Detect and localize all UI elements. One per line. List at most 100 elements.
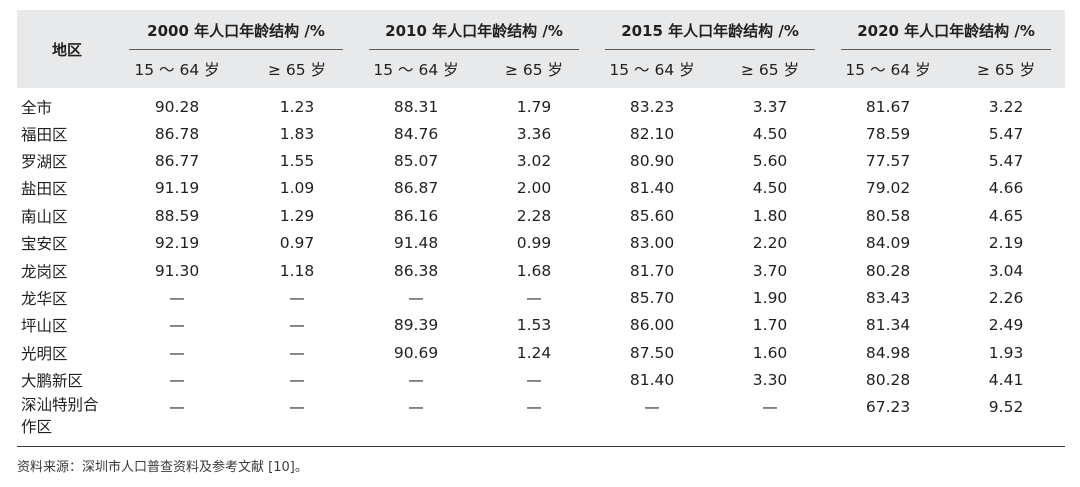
value-cell: 3.70 <box>752 261 788 280</box>
value-cell: 81.70 <box>629 261 675 280</box>
value-cell: — <box>169 289 185 308</box>
table-row: 罗湖区 86.77 1.55 85.07 3.02 80.90 5.60 77.57 5.47 <box>17 147 1065 174</box>
value-cell: 3.02 <box>516 152 552 171</box>
value-cell: 3.30 <box>752 371 788 390</box>
value-cell: — <box>169 397 185 416</box>
value-cell: — <box>169 316 185 335</box>
value-cell: 83.23 <box>629 98 675 116</box>
table-row: 大鹏新区 — — — — 81.40 3.30 80.28 4.41 <box>17 367 1065 394</box>
region-name-cell: 盐田区 <box>21 180 68 199</box>
table-header: 地区 2000 年人口年龄结构 /% 2010 年人口年龄结构 /% 2015 … <box>17 10 1066 88</box>
value-cell: 9.52 <box>988 397 1024 416</box>
value-cell: 83.00 <box>629 234 675 253</box>
value-cell: 81.40 <box>629 179 675 198</box>
value-cell: 91.48 <box>393 234 439 253</box>
region-name-cell: 龙岗区 <box>21 262 68 281</box>
value-cell: — <box>289 371 305 390</box>
region-name-cell: 南山区 <box>21 207 68 226</box>
value-cell: — <box>526 289 542 308</box>
value-cell: 1.09 <box>279 179 315 198</box>
region-column-header: 地区 <box>51 40 82 59</box>
value-cell: 85.60 <box>629 206 675 225</box>
value-cell: 1.83 <box>279 124 315 143</box>
value-cell: 84.76 <box>393 124 439 143</box>
group-label-2010: 2010 年人口年龄结构 /% <box>369 10 580 50</box>
subheader-2000-working-age: 15 ～ 64 岁 <box>134 61 220 79</box>
value-cell: 4.41 <box>988 371 1024 390</box>
group-header-2015: 2015 年人口年龄结构 /% <box>593 10 829 50</box>
subheader-2020-working-age: 15 ～ 64 岁 <box>845 61 931 79</box>
group-label-2000: 2000 年人口年龄结构 /% <box>129 10 344 50</box>
table-row: 坪山区 — — 89.39 1.53 86.00 1.70 81.34 2.49 <box>17 312 1065 339</box>
value-cell: 1.24 <box>516 343 552 362</box>
region-name-cell: 坪山区 <box>21 317 68 336</box>
value-cell: 1.70 <box>752 316 788 335</box>
value-cell: — <box>289 289 305 308</box>
table-row: 龙华区 — — — — 85.70 1.90 83.43 2.26 <box>17 284 1065 311</box>
value-cell: — <box>169 343 185 362</box>
subheader-2020-elderly: ≥ 65 岁 <box>977 61 1036 79</box>
value-cell: 4.66 <box>988 179 1024 198</box>
value-cell: 2.00 <box>516 179 552 198</box>
population-table-container: 地区 2000 年人口年龄结构 /% 2010 年人口年龄结构 /% 2015 … <box>17 10 1066 447</box>
table-row: 宝安区 92.19 0.97 91.48 0.99 83.00 2.20 84.09 2.19 <box>17 230 1065 257</box>
value-cell: 84.98 <box>865 343 911 362</box>
subheader-2015-elderly: ≥ 65 岁 <box>741 61 800 79</box>
value-cell: 80.28 <box>865 371 911 390</box>
value-cell: — <box>526 371 542 390</box>
value-cell: 1.55 <box>279 152 315 171</box>
table-row: 盐田区 91.19 1.09 86.87 2.00 81.40 4.50 79.02 4.66 <box>17 175 1065 202</box>
value-cell: — <box>408 371 424 390</box>
value-cell: 3.22 <box>988 98 1024 116</box>
value-cell: 86.00 <box>629 316 675 335</box>
region-name-cell: 深汕特别合 作区 <box>21 395 99 436</box>
value-cell: 1.90 <box>752 289 788 308</box>
region-name-cell: 全市 <box>21 99 53 117</box>
table-row: 龙岗区 91.30 1.18 86.38 1.68 81.70 3.70 80.28 3.04 <box>17 257 1065 284</box>
value-cell: 87.50 <box>629 343 675 362</box>
value-cell: 79.02 <box>865 179 911 198</box>
value-cell: — <box>644 397 660 416</box>
region-name-cell: 宝安区 <box>21 235 68 254</box>
value-cell: — <box>289 397 305 416</box>
value-cell: 86.77 <box>154 152 200 171</box>
value-cell: 81.67 <box>865 98 911 116</box>
value-cell: 3.36 <box>516 124 552 143</box>
value-cell: 2.20 <box>752 234 788 253</box>
value-cell: 85.07 <box>393 152 439 171</box>
value-cell: 5.47 <box>988 152 1024 171</box>
subheader-2000-elderly: ≥ 65 岁 <box>267 61 327 79</box>
value-cell: 5.60 <box>752 152 788 171</box>
table-row: 福田区 86.78 1.83 84.76 3.36 82.10 4.50 78.59 5.47 <box>17 120 1065 147</box>
value-cell: — <box>289 316 305 335</box>
population-age-structure-table: 地区 2000 年人口年龄结构 /% 2010 年人口年龄结构 /% 2015 … <box>17 10 1066 447</box>
region-name-cell: 光明区 <box>21 344 68 363</box>
value-cell: 1.60 <box>752 343 788 362</box>
value-cell: 86.78 <box>154 124 200 143</box>
value-cell: — <box>526 397 542 416</box>
value-cell: 4.50 <box>752 179 788 198</box>
value-cell: 89.39 <box>393 316 439 335</box>
value-cell: 84.09 <box>865 234 911 253</box>
value-cell: — <box>408 289 424 308</box>
group-header-2020: 2020 年人口年龄结构 /% <box>829 10 1065 50</box>
region-name-cell: 罗湖区 <box>21 153 68 172</box>
value-cell: 78.59 <box>865 124 911 143</box>
value-cell: 81.34 <box>865 316 911 335</box>
group-label-2020: 2020 年人口年龄结构 /% <box>841 10 1052 50</box>
table-row: 深汕特别合 作区 — — — — — — 67.23 9.52 <box>17 394 1065 447</box>
value-cell: — <box>762 397 778 416</box>
value-cell: 1.53 <box>516 316 552 335</box>
value-cell: 91.30 <box>154 261 200 280</box>
value-cell: 3.04 <box>988 261 1024 280</box>
value-cell: 0.97 <box>279 234 315 253</box>
value-cell: — <box>169 371 185 390</box>
region-name-cell: 福田区 <box>21 125 68 144</box>
value-cell: 90.28 <box>154 98 200 116</box>
value-cell: 1.29 <box>279 206 315 225</box>
value-cell: 1.68 <box>516 261 552 280</box>
subheader-2010-elderly: ≥ 65 岁 <box>504 61 564 79</box>
value-cell: 1.23 <box>279 98 315 116</box>
table-row: 全市 90.28 1.23 88.31 1.79 83.23 3.37 81.67 3.22 <box>17 88 1065 120</box>
value-cell: 80.28 <box>865 261 911 280</box>
